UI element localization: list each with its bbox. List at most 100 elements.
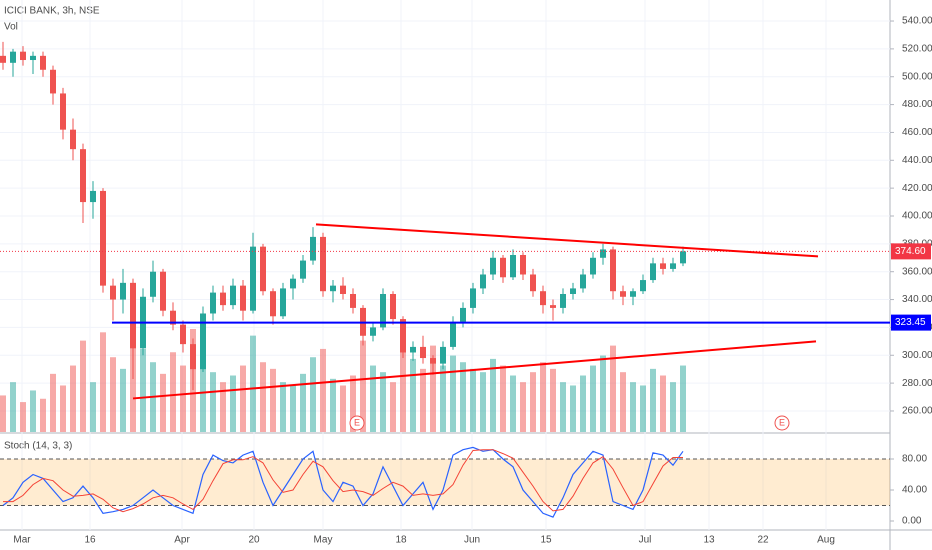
volume-bar xyxy=(260,362,266,432)
y-tick-label: 280.00 xyxy=(902,378,932,389)
volume-bar xyxy=(270,368,276,432)
candle-body xyxy=(20,51,26,61)
candle-body xyxy=(60,93,66,130)
volume-bar xyxy=(40,398,46,432)
volume-bar xyxy=(20,402,26,432)
candle-body xyxy=(350,293,356,308)
volume-bar xyxy=(530,372,536,432)
trendline xyxy=(315,223,819,258)
candle-body xyxy=(270,291,276,317)
volume-bar xyxy=(280,382,286,432)
stoch-k-line xyxy=(2,446,684,518)
candle-body xyxy=(680,251,686,264)
candle-body xyxy=(500,257,506,278)
volume-bar xyxy=(490,358,496,432)
candle-body xyxy=(460,307,466,322)
volume-bar xyxy=(610,345,616,432)
candle-body xyxy=(310,236,316,261)
volume-bar xyxy=(80,340,86,432)
candle-body xyxy=(520,254,526,275)
volume-bar xyxy=(570,385,576,432)
candle-body xyxy=(320,236,326,292)
candle-body xyxy=(280,288,286,317)
candle-body xyxy=(150,271,156,297)
y-tick-label: 360.00 xyxy=(902,266,932,277)
candle-body xyxy=(400,319,406,353)
candle-body xyxy=(550,305,556,308)
x-tick-label: 16 xyxy=(84,535,96,546)
candle-body xyxy=(530,274,536,292)
volume-bar xyxy=(310,357,316,432)
volume-bar xyxy=(560,382,566,432)
volume-bar xyxy=(360,340,366,432)
volume-bar xyxy=(450,355,456,432)
candle-body xyxy=(390,293,396,320)
candle-body xyxy=(330,285,336,292)
candle-body xyxy=(430,358,436,364)
event-marker xyxy=(774,415,790,431)
volume-bar xyxy=(510,375,516,432)
stoch-tick-label: 40.00 xyxy=(902,485,927,496)
candle-body xyxy=(230,285,236,306)
volume-bar xyxy=(180,365,186,432)
candle-body xyxy=(100,190,106,286)
y-tick-label: 340.00 xyxy=(902,294,932,305)
candle-body xyxy=(120,282,126,300)
candle-body xyxy=(200,313,206,370)
volume-bar xyxy=(50,373,56,432)
x-tick-label: Jul xyxy=(639,535,652,546)
volume-bar xyxy=(110,357,116,432)
candle-body xyxy=(540,291,546,306)
volume-bar xyxy=(470,368,476,432)
volume-bar xyxy=(320,348,326,432)
candle-body xyxy=(180,324,186,345)
volume-bar xyxy=(60,385,66,432)
candle-body xyxy=(50,69,56,94)
candle-body xyxy=(190,344,196,370)
x-tick-label: 15 xyxy=(540,535,552,546)
candle-body xyxy=(640,280,646,292)
candle-body xyxy=(630,291,636,297)
stoch-d-line xyxy=(3,449,683,513)
y-tick-label: 260.00 xyxy=(902,406,932,417)
candle-body xyxy=(420,346,426,359)
volume-bar xyxy=(620,372,626,432)
candle-body xyxy=(220,292,226,306)
event-label: E xyxy=(779,417,785,427)
volume-bar xyxy=(250,335,256,432)
volume-bar xyxy=(680,365,686,432)
candle-body xyxy=(600,249,606,258)
stoch-tick-label: 0.00 xyxy=(902,516,922,527)
x-tick-label: Jun xyxy=(464,535,480,546)
candle-body xyxy=(250,246,256,311)
chart-title: ICICI BANK, 3h, NSE xyxy=(4,6,100,17)
x-tick-label: May xyxy=(314,535,333,546)
event-label: E xyxy=(354,417,360,427)
x-tick-label: Apr xyxy=(174,535,190,546)
hline-label: 323.45 xyxy=(895,317,926,328)
candle-body xyxy=(440,346,446,364)
event-marker xyxy=(349,415,365,431)
candle-body xyxy=(470,288,476,308)
y-tick-label: 460.00 xyxy=(902,127,932,138)
x-tick-label: Mar xyxy=(13,535,31,546)
candle-body xyxy=(610,249,616,292)
y-tick-label: 520.00 xyxy=(902,44,932,55)
x-tick-label: Aug xyxy=(817,535,835,546)
volume-bar xyxy=(630,382,636,432)
y-tick-label: 440.00 xyxy=(902,155,932,166)
candle-body xyxy=(160,271,166,311)
volume-bar xyxy=(220,382,226,432)
candle-body xyxy=(260,246,266,292)
candle-body xyxy=(490,257,496,275)
candle-body xyxy=(170,310,176,325)
volume-bar xyxy=(380,372,386,432)
y-tick-label: 400.00 xyxy=(902,211,932,222)
candle-body xyxy=(40,55,46,70)
volume-bar xyxy=(90,382,96,432)
candle-body xyxy=(450,321,456,347)
candle-body xyxy=(0,55,6,63)
volume-bar xyxy=(170,352,176,432)
volume-bar xyxy=(480,372,486,432)
candle-body xyxy=(210,292,216,314)
